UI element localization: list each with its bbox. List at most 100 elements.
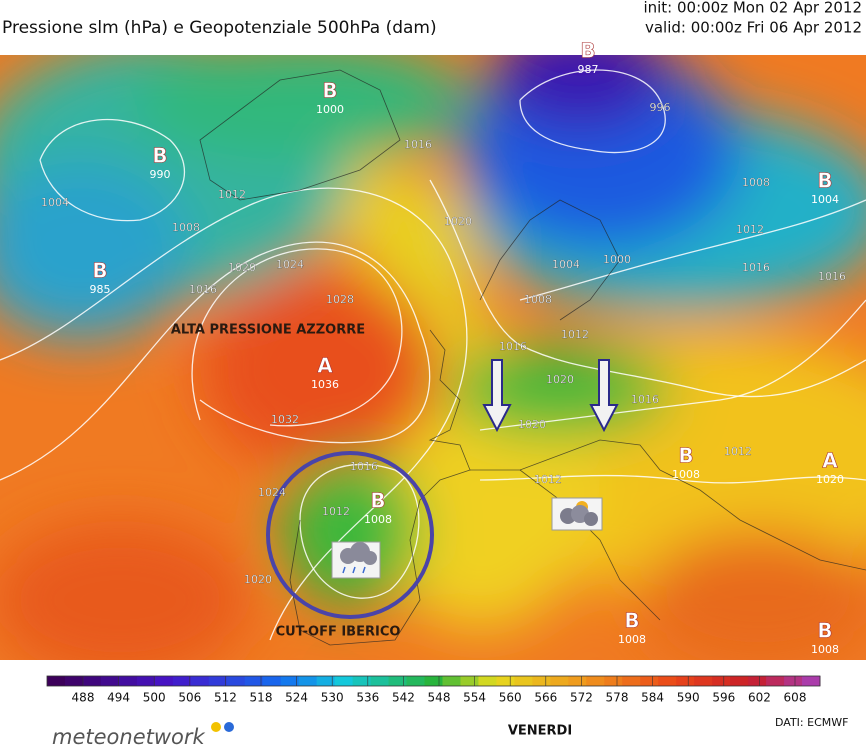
logo-dot xyxy=(224,722,234,732)
center-letter: B xyxy=(580,39,595,63)
colorbar-segment xyxy=(424,676,443,686)
colorbar-segment xyxy=(118,676,138,686)
colorbar-segment xyxy=(514,676,533,686)
colorbar-segment xyxy=(478,676,497,686)
colorbar-segment xyxy=(298,676,318,686)
colorbar-tick-label: 596 xyxy=(712,691,735,705)
isobar-label: 1016 xyxy=(742,261,770,274)
colorbar-segment xyxy=(694,676,713,686)
center-letter: B xyxy=(817,619,832,643)
colorbar-segment xyxy=(154,676,174,686)
colorbar: 488 494 500 506 512 518 524 530 536 542 548 554 560 5… xyxy=(46,675,821,705)
center-value: 1008 xyxy=(364,513,392,526)
isobar-labels: 1004 1008 1012 1016 1020 1024 1028 1032 1016 1020… xyxy=(41,101,846,586)
colorbar-tick-label: 524 xyxy=(285,691,308,705)
colorbar-segment xyxy=(64,676,84,686)
colorbar-segment xyxy=(370,676,390,686)
colorbar-segment xyxy=(676,676,695,686)
isobar-label: 1028 xyxy=(326,293,354,306)
partly-cloudy-icon xyxy=(551,497,603,531)
isobar-label: 1016 xyxy=(350,460,378,473)
annotation-high: ALTA PRESSIONE AZZORRE xyxy=(171,323,365,338)
isobar-label: 1032 xyxy=(271,413,299,426)
colorbar-tick-label: 572 xyxy=(570,691,593,705)
colorbar-tick-label: 608 xyxy=(784,691,807,705)
colorbar-segment xyxy=(262,676,282,686)
colorbar-segment xyxy=(352,676,372,686)
colorbar-segment xyxy=(640,676,659,686)
isobar-label: 1004 xyxy=(552,258,580,271)
isobar-label: 1000 xyxy=(603,253,631,266)
isobar-label: 1012 xyxy=(736,223,764,236)
colorbar-tick-label: 590 xyxy=(677,691,700,705)
colorbar-tick-label: 512 xyxy=(214,691,237,705)
isobar-label: 1012 xyxy=(724,445,752,458)
annotation-cutoff: CUT-OFF IBERICO xyxy=(276,625,401,640)
isobar-label: 1020 xyxy=(228,261,256,274)
colorbar-segment xyxy=(532,676,551,686)
colorbar-tick-label: 530 xyxy=(321,691,344,705)
center-value: 985 xyxy=(90,283,111,296)
logo: meteonetwork xyxy=(52,725,205,748)
colorbar-tick-label: 506 xyxy=(178,691,201,705)
center-letter: A xyxy=(822,449,838,473)
colorbar-segment xyxy=(47,676,66,686)
center-letter: B xyxy=(624,609,639,633)
colorbar-segment xyxy=(730,676,749,686)
center-letter: B xyxy=(92,259,107,283)
colorbar-frame xyxy=(46,675,821,687)
center-value: 987 xyxy=(578,63,599,76)
colorbar-segment xyxy=(136,676,156,686)
isobar-label: 1020 xyxy=(244,573,272,586)
colorbar-segment xyxy=(100,676,120,686)
colorbar-segment xyxy=(496,676,515,686)
colorbar-segment xyxy=(568,676,587,686)
colorbar-tick-label: 584 xyxy=(641,691,664,705)
center-letter: B xyxy=(322,79,337,103)
colorbar-segment xyxy=(190,676,210,686)
colorbar-segment xyxy=(226,676,246,686)
colorbar-segment xyxy=(658,676,677,686)
map-field xyxy=(0,55,866,660)
colorbar-segment xyxy=(766,676,785,686)
isobar-label: 1016 xyxy=(631,393,659,406)
colorbar-tick-label: 602 xyxy=(748,691,771,705)
colorbar-tick-label: 548 xyxy=(428,691,451,705)
isobar-label: 1016 xyxy=(499,340,527,353)
source: DATI: ECMWF xyxy=(775,716,848,729)
colorbar-tick-label: 518 xyxy=(250,691,273,705)
valid-time: valid: 00:00z Fri 06 Apr 2012 xyxy=(645,19,862,37)
colorbar-tick-label: 578 xyxy=(606,691,629,705)
isobar-label: 996 xyxy=(650,101,671,114)
colorbar-segment xyxy=(748,676,767,686)
colorbar-tick-label: 542 xyxy=(392,691,415,705)
colorbar-tick-label: 566 xyxy=(534,691,557,705)
isobar-label: 1020 xyxy=(518,418,546,431)
colorbar-segment xyxy=(784,676,803,686)
isobar-label: 1012 xyxy=(322,505,350,518)
isobar-label: 1008 xyxy=(524,293,552,306)
center-value: 1000 xyxy=(316,103,344,116)
center-letter: A xyxy=(317,354,333,378)
center-letter: B xyxy=(152,144,167,168)
isobar-label: 1012 xyxy=(218,188,246,201)
isobar-label: 1024 xyxy=(258,486,286,499)
center-value: 1008 xyxy=(672,468,700,481)
isobar-label: 1012 xyxy=(561,328,589,341)
isobar-label: 1004 xyxy=(41,196,69,209)
isobar-label: 1020 xyxy=(444,215,472,228)
center-value: 990 xyxy=(150,168,171,181)
center-value: 1004 xyxy=(811,193,839,206)
pressure-centers: B987B1000B990B985B1004A1036B1008B1008A10… xyxy=(90,38,845,656)
center-letter: B xyxy=(370,489,385,513)
rain-icon xyxy=(331,541,381,579)
center-value: 1036 xyxy=(311,378,339,391)
colorbar-segment xyxy=(280,676,300,686)
center-letter: B xyxy=(678,444,693,468)
isobar-label: 1008 xyxy=(742,176,770,189)
center-value: 1008 xyxy=(618,633,646,646)
colorbar-tick-label: 560 xyxy=(499,691,522,705)
title: Pressione slm (hPa) e Geopotenziale 500h… xyxy=(2,18,437,38)
colorbar-segment xyxy=(442,676,461,686)
